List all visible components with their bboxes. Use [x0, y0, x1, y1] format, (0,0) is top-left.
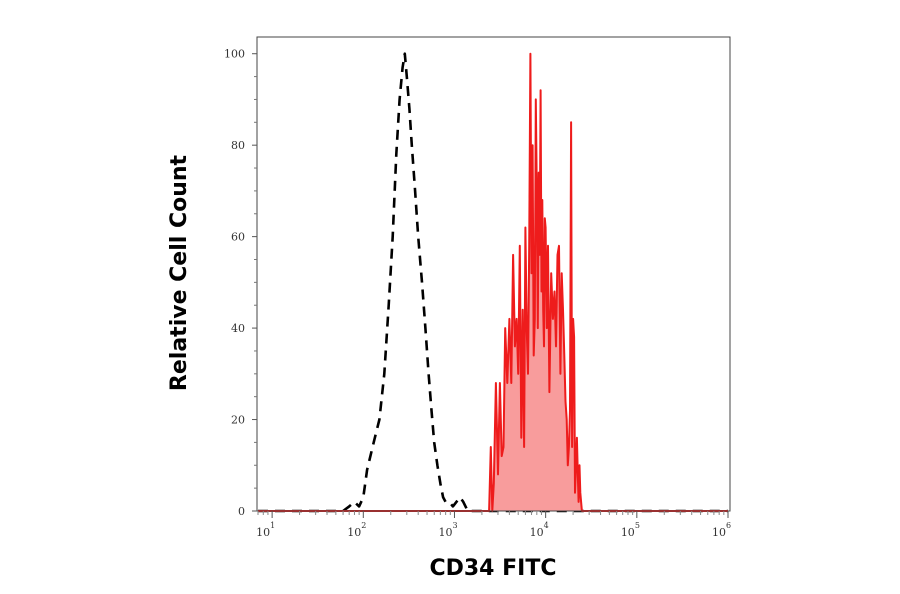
x-tick-label: 10: [256, 526, 270, 539]
x-tick-exponent: 5: [635, 521, 640, 530]
y-tick-label: 80: [231, 139, 245, 152]
y-tick-label: 0: [238, 505, 245, 518]
y-tick-label: 60: [231, 231, 245, 244]
series-layer: [258, 52, 728, 513]
x-tick-exponent: 3: [452, 521, 457, 530]
series-1-area: [258, 53, 728, 511]
y-tick-label: 40: [231, 322, 245, 335]
series-0-line: [258, 52, 728, 513]
x-axis-title: CD34 FITC: [429, 556, 556, 581]
plot-frame: [256, 36, 731, 512]
x-tick-exponent: 4: [544, 521, 549, 530]
y-axis-title: Relative Cell Count: [167, 154, 192, 391]
x-tick-label: 10: [712, 526, 726, 539]
x-tick-exponent: 2: [361, 521, 366, 530]
x-tick-exponent: 1: [270, 521, 275, 530]
series-1-line: [258, 52, 728, 512]
y-tick-label: 20: [231, 414, 245, 427]
y-tick-label: 100: [224, 48, 245, 61]
x-tick-label: 10: [621, 526, 635, 539]
x-tick-label: 10: [347, 526, 361, 539]
y-axis: 0 20 40 60 80 100: [224, 48, 257, 518]
x-tick-exponent: 6: [726, 521, 731, 530]
x-tick-label: 10: [438, 526, 452, 539]
x-tick-label: 10: [530, 526, 544, 539]
